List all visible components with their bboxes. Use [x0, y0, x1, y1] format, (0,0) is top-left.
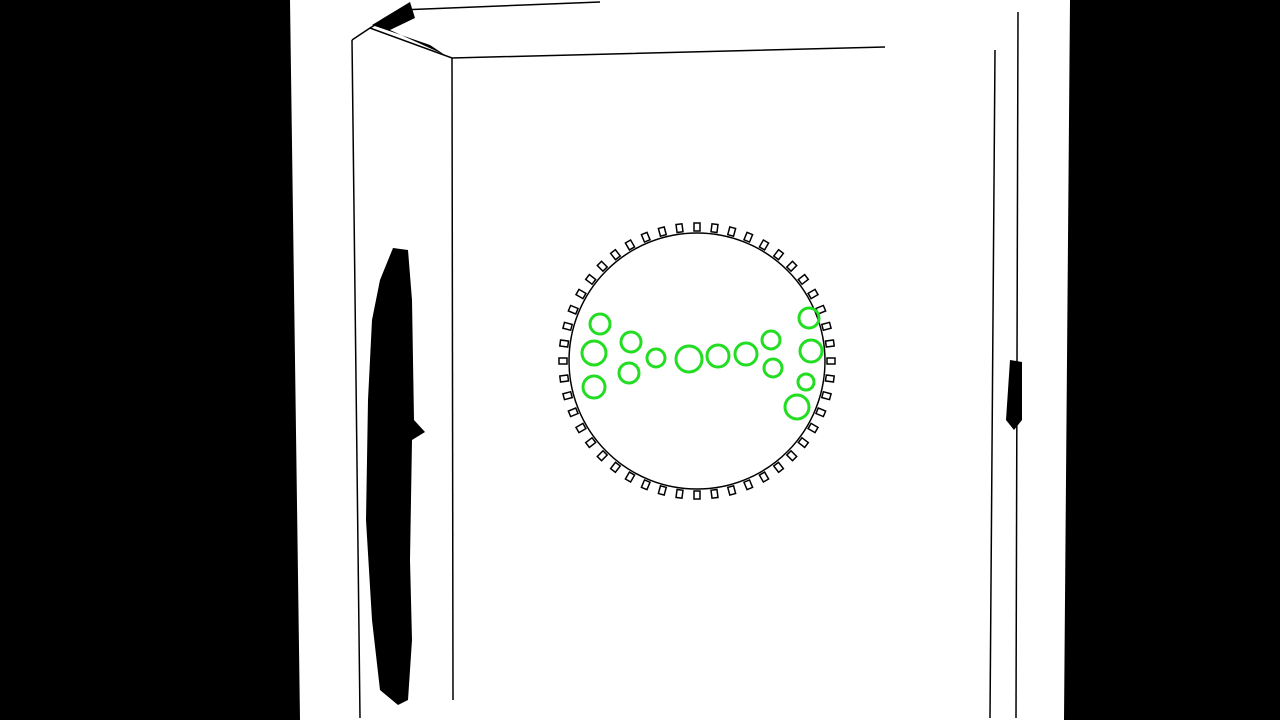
gear-tooth — [558, 357, 568, 365]
box-edge — [989, 49, 996, 719]
box-edge — [351, 39, 361, 719]
gear-tooth — [624, 471, 636, 484]
gear-tooth — [820, 390, 832, 401]
gear-tooth — [814, 406, 827, 418]
detected-circle — [674, 344, 704, 374]
gear-tooth — [609, 248, 622, 261]
gear-tooth — [820, 321, 832, 332]
left-shadow — [366, 248, 425, 705]
gear-rim — [568, 232, 826, 490]
gear-tooth — [797, 436, 810, 449]
detected-circles — [580, 306, 824, 421]
gear-tooth — [596, 260, 609, 273]
gear-tooth — [584, 273, 597, 286]
gear-tooth — [758, 471, 770, 484]
gear-tooth — [657, 226, 668, 238]
detected-circle — [796, 372, 816, 392]
gear-tooth — [797, 273, 810, 286]
gear-tooth — [640, 231, 652, 244]
detected-circle — [797, 306, 821, 330]
gear-tooth — [657, 484, 668, 496]
detected-circle — [783, 393, 811, 421]
gear-tooth — [742, 478, 754, 491]
gear-tooth — [710, 222, 719, 234]
right-shadow — [1006, 360, 1022, 430]
gear-tooth — [807, 422, 820, 434]
left-dark-region — [0, 0, 300, 720]
gear-tooth — [624, 238, 636, 251]
detected-circle — [762, 357, 784, 379]
gear-tooth — [584, 436, 597, 449]
gear-tooth — [693, 490, 701, 500]
detected-circle — [645, 347, 667, 369]
detected-circle — [705, 343, 731, 369]
detected-circle — [580, 339, 608, 367]
gear-tooth — [710, 488, 719, 500]
gear-tooth — [574, 422, 587, 434]
gear-tooth — [785, 449, 798, 462]
gear-tooth — [726, 226, 737, 238]
gear-tooth — [726, 484, 737, 496]
right-dark-region — [1064, 0, 1280, 720]
gear-tooth — [567, 304, 580, 316]
gear-tooth — [609, 461, 622, 474]
detected-circle — [617, 361, 641, 385]
gear — [558, 222, 836, 500]
gear-tooth — [742, 231, 754, 244]
gear-tooth — [562, 321, 574, 332]
gear-tooth — [758, 238, 770, 251]
gear-tooth — [826, 357, 836, 365]
corner-shadow — [372, 2, 445, 55]
detected-circle — [619, 330, 643, 354]
gear-tooth — [772, 461, 785, 474]
gear-tooth — [693, 222, 701, 232]
gear-tooth — [675, 222, 684, 234]
gear-tooth — [558, 339, 570, 348]
detected-circle — [588, 312, 612, 336]
detected-circle — [760, 329, 782, 351]
box-edge — [451, 57, 454, 701]
detected-circle — [798, 338, 824, 364]
gear-tooth — [640, 478, 652, 491]
gear-tooth — [824, 374, 836, 383]
detected-circle — [733, 341, 759, 367]
gear-tooth — [562, 390, 574, 401]
detected-circle — [581, 374, 607, 400]
gear-tooth — [567, 406, 580, 418]
gear-tooth — [675, 488, 684, 500]
gear-tooth — [596, 449, 609, 462]
gear-tooth — [807, 288, 820, 300]
gear-tooth — [574, 288, 587, 300]
gear-tooth — [558, 374, 570, 383]
gear-tooth — [772, 248, 785, 261]
gear-tooth — [824, 339, 836, 348]
gear-tooth — [785, 260, 798, 273]
